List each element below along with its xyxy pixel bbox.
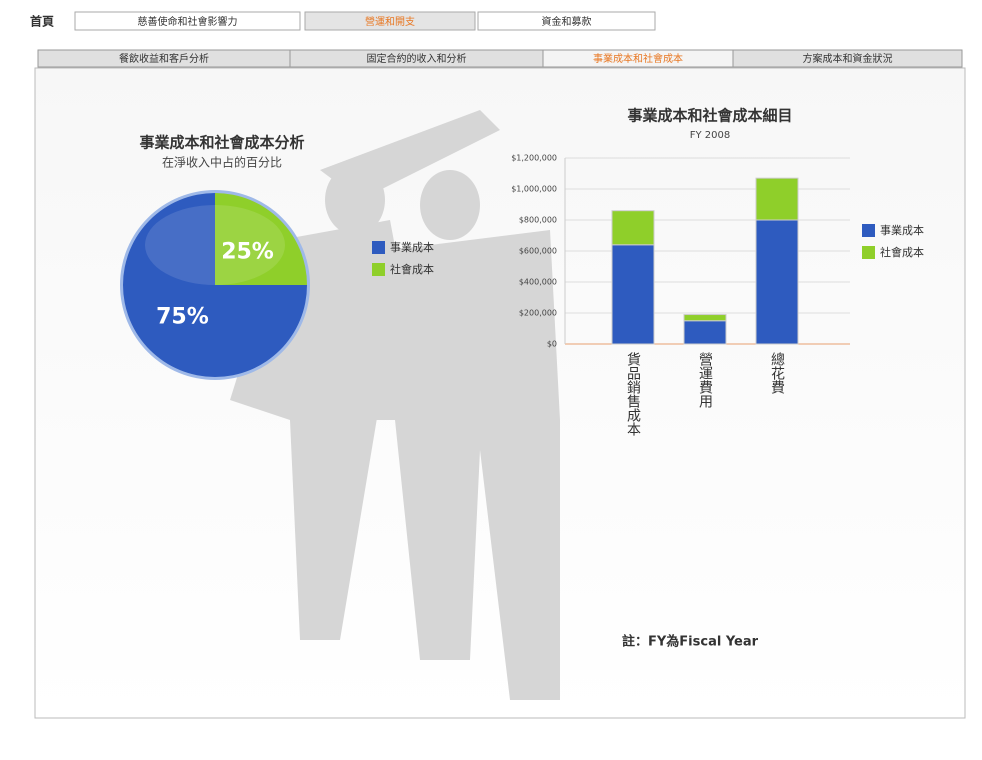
- legend-swatch: [372, 263, 385, 276]
- legend-label: 社會成本: [880, 245, 924, 259]
- legend-label: 事業成本: [880, 223, 924, 237]
- bar: [611, 210, 655, 246]
- pie-gloss: [145, 205, 285, 285]
- pie-label: 75%: [156, 305, 209, 330]
- bar: [755, 219, 799, 345]
- x-tick-label: 貨品銷售成本: [625, 351, 641, 436]
- legend-swatch: [862, 224, 875, 237]
- bar: [683, 320, 727, 345]
- legend-swatch: [862, 246, 875, 259]
- bar-title: 事業成本和社會成本細目: [627, 107, 792, 125]
- legend-label: 社會成本: [390, 262, 434, 276]
- legend-label: 事業成本: [390, 240, 434, 254]
- nav-tab-label[interactable]: 營運和開支: [365, 15, 415, 28]
- pie-slice: [215, 193, 307, 285]
- subnav-tab[interactable]: [732, 49, 963, 68]
- nav-tab-label[interactable]: 慈善使命和社會影響力: [138, 15, 238, 28]
- nav-tab[interactable]: [477, 11, 656, 31]
- nav-tab-label[interactable]: 首頁: [30, 14, 54, 29]
- subnav-tab-label[interactable]: 事業成本和社會成本: [593, 52, 683, 65]
- x-tick-label: 營運費用: [697, 352, 713, 409]
- pie-title: 事業成本和社會成本分析: [139, 134, 304, 152]
- y-tick-label: $1,200,000: [511, 154, 557, 163]
- subnav-tab-label[interactable]: 餐飲收益和客戶分析: [119, 52, 209, 65]
- x-tick-label: 總花費: [769, 351, 785, 394]
- y-tick-label: $800,000: [519, 216, 557, 225]
- pie-subtitle: 在淨收入中占的百分比: [162, 155, 282, 170]
- subnav-tab-label[interactable]: 固定合約的收入和分析: [367, 52, 467, 65]
- nav-tab-label[interactable]: 資金和募款: [542, 15, 592, 28]
- y-tick-label: $200,000: [519, 309, 557, 318]
- bar: [755, 177, 799, 221]
- y-tick-label: $1,000,000: [511, 185, 557, 194]
- pie-label: 25%: [221, 239, 274, 264]
- bar-subtitle: FY 2008: [690, 130, 731, 141]
- subnav-tab-label[interactable]: 方案成本和資金狀況: [803, 52, 893, 65]
- y-tick-label: $0: [547, 340, 557, 349]
- y-tick-label: $600,000: [519, 247, 557, 256]
- note: 註：FY為Fiscal Year: [622, 634, 759, 650]
- bar: [611, 244, 655, 345]
- nav-tab[interactable]: [74, 11, 301, 31]
- bar: [683, 314, 727, 322]
- nav-tab[interactable]: [304, 11, 476, 31]
- y-tick-label: $400,000: [519, 278, 557, 287]
- legend-swatch: [372, 241, 385, 254]
